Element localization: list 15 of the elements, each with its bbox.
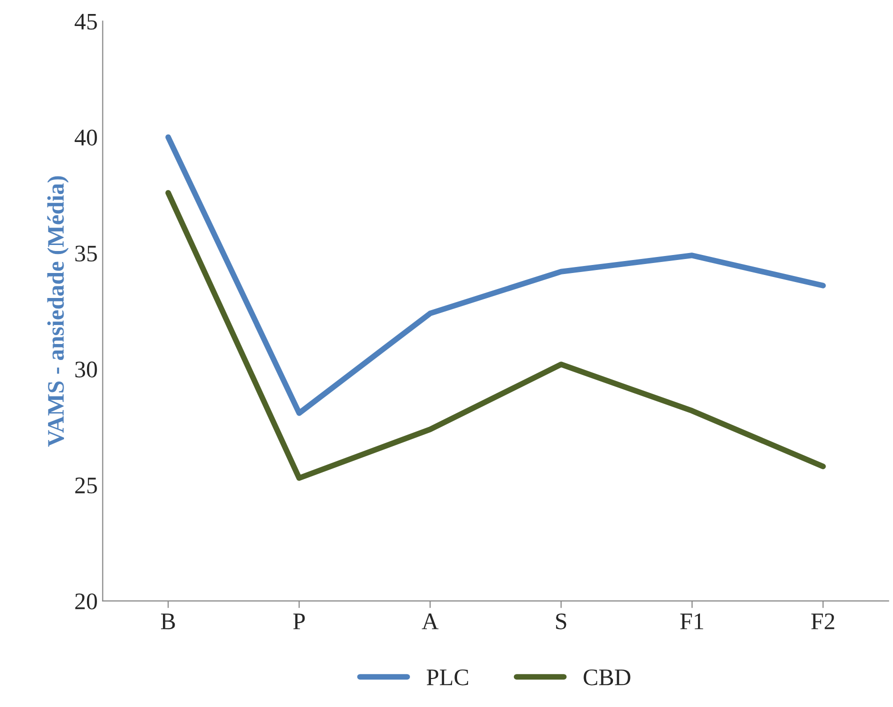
- y-tick-label: 30: [75, 362, 97, 378]
- y-axis-title: VAMS - ansiedade (Média): [47, 176, 69, 447]
- x-tick-label: P: [293, 614, 305, 630]
- x-tick-label: S: [556, 614, 566, 630]
- y-tick-label: 25: [75, 478, 97, 494]
- x-tick-label: F1: [680, 614, 704, 630]
- y-tick-label: 40: [74, 130, 97, 146]
- legend-label: PLC: [426, 669, 468, 686]
- y-tick-label: 35: [75, 246, 97, 262]
- y-tick-label: 45: [74, 14, 97, 30]
- x-tick-label: F2: [811, 614, 834, 630]
- x-tick-label: A: [422, 614, 438, 630]
- x-tick-label: B: [160, 614, 175, 630]
- y-tick-label: 20: [75, 593, 97, 610]
- legend-label: CBD: [584, 669, 630, 686]
